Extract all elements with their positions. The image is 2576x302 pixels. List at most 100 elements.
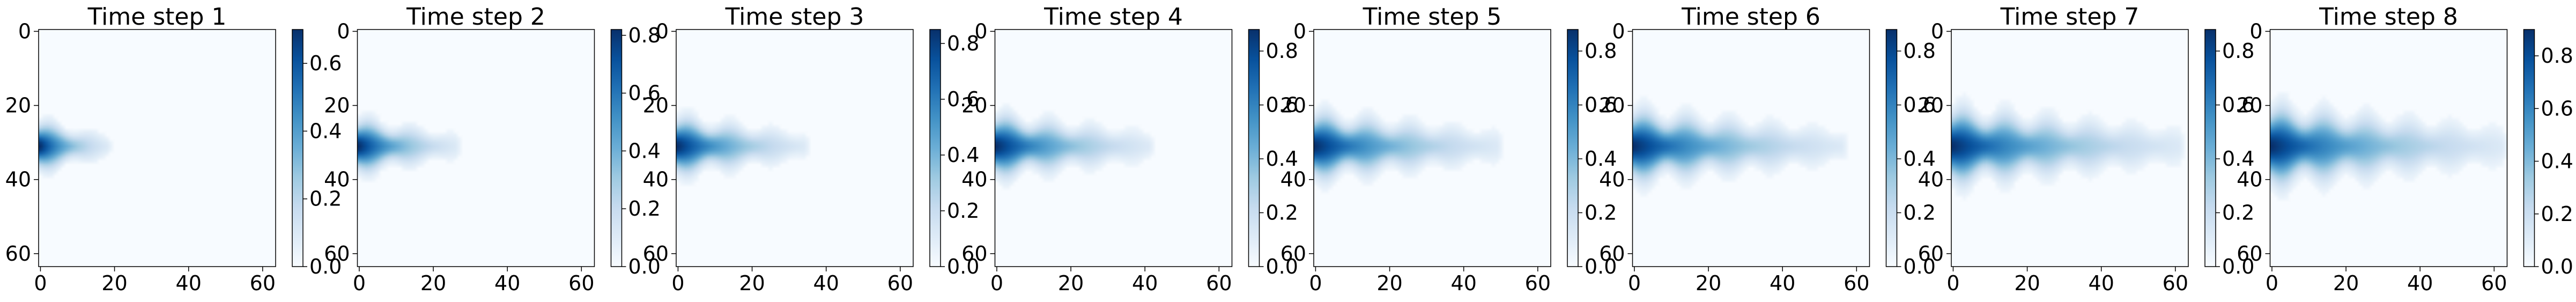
y-tick-label: 60 [1599, 242, 1625, 266]
x-tick-label: 20 [2014, 271, 2040, 295]
panel-title: Time step 8 [2319, 3, 2458, 31]
panel-title: Time step 3 [725, 3, 864, 31]
heatmap-image [1632, 30, 1870, 267]
y-tick-label: 60 [961, 242, 987, 266]
colorbar-tick-label: 0.6 [628, 82, 661, 105]
x-tick-label: 20 [101, 271, 127, 295]
colorbar-tick-label: 0.8 [947, 32, 979, 55]
colorbar-frame [1567, 29, 1579, 267]
colorbar-tick-label: 0.4 [2541, 150, 2573, 173]
y-tick-label: 20 [2237, 94, 2262, 117]
colorbar-tick-label: 0.2 [309, 187, 342, 211]
colorbar-tick-label: 0.4 [1904, 147, 1936, 171]
colorbar-tick-label: 0.8 [2222, 39, 2254, 63]
panel-title: Time step 4 [1043, 3, 1183, 31]
x-tick-label: 20 [2333, 271, 2359, 295]
colorbar-tick-label: 0.6 [1266, 93, 1298, 117]
panel-title: Time step 1 [87, 3, 227, 31]
colorbar-frame [1885, 29, 1898, 267]
x-tick-label: 0 [34, 271, 47, 295]
colorbar [2205, 30, 2216, 267]
heatmap-image [1951, 30, 2188, 267]
x-tick-label: 40 [2407, 271, 2433, 295]
plot-frame [1632, 29, 1870, 267]
x-tick-label: 60 [887, 271, 913, 295]
x-tick-label: 20 [420, 271, 446, 295]
colorbar-tick-label: 0.2 [2541, 202, 2573, 226]
x-tick-label: 0 [1628, 271, 1641, 295]
y-tick-label: 20 [643, 94, 669, 117]
x-tick-label: 40 [494, 271, 520, 295]
x-tick-label: 20 [1696, 271, 1721, 295]
y-tick-label: 20 [1599, 94, 1625, 117]
x-tick-label: 60 [2481, 271, 2507, 295]
colorbar-tick-label: 0.0 [2222, 255, 2254, 278]
x-tick-label: 0 [990, 271, 1003, 295]
colorbar-tick-label: 0.6 [309, 51, 342, 75]
y-tick-label: 0 [18, 19, 31, 43]
heatmap-image [676, 30, 913, 267]
colorbar-tick-label: 0.6 [2222, 93, 2254, 117]
y-tick-label: 0 [1931, 19, 1944, 43]
y-tick-label: 20 [324, 94, 350, 117]
y-tick-label: 40 [2237, 168, 2262, 191]
y-tick-label: 40 [643, 168, 669, 191]
x-tick-label: 20 [739, 271, 765, 295]
y-tick-label: 60 [5, 242, 31, 266]
x-tick-label: 60 [1844, 271, 1869, 295]
x-tick-label: 40 [813, 271, 839, 295]
heatmap-image [1314, 30, 1551, 267]
plot-frame [2269, 29, 2508, 267]
colorbar-tick-label: 0.4 [1585, 147, 1617, 171]
y-tick-label: 0 [1293, 19, 1306, 43]
colorbar-tick-label: 0.2 [1904, 201, 1936, 225]
colorbar-tick-label: 0.6 [947, 87, 979, 111]
colorbar [1567, 30, 1578, 267]
x-tick-label: 40 [1132, 271, 1158, 295]
colorbar-tick-label: 0.2 [2222, 201, 2254, 225]
x-tick-label: 60 [1206, 271, 1232, 295]
x-tick-label: 0 [1946, 271, 1959, 295]
x-tick-label: 40 [2089, 271, 2114, 295]
x-tick-label: 60 [568, 271, 594, 295]
plot-frame [1951, 29, 2189, 267]
y-tick-label: 0 [1612, 19, 1625, 43]
colorbar-tick-label: 0.0 [1904, 255, 1936, 278]
y-tick-label: 60 [2237, 242, 2262, 266]
colorbar-tick-label: 0.0 [628, 255, 661, 278]
y-tick-label: 40 [1280, 168, 1306, 191]
plot-frame [38, 29, 276, 267]
colorbar [1886, 30, 1897, 267]
colorbar-tick-label: 0.8 [2541, 44, 2573, 68]
colorbar-tick-label: 0.4 [947, 143, 979, 167]
y-tick-label: 0 [974, 19, 987, 43]
colorbar-tick-label: 0.0 [309, 255, 342, 278]
y-tick-label: 40 [324, 168, 350, 191]
colorbar-tick-label: 0.4 [309, 119, 342, 143]
colorbar-tick-label: 0.2 [628, 197, 661, 220]
colorbar-tick-label: 0.4 [1266, 147, 1298, 171]
colorbar-frame [2204, 29, 2216, 267]
y-tick-label: 0 [337, 19, 350, 43]
colorbar-frame [610, 29, 623, 267]
y-tick-label: 0 [656, 19, 669, 43]
heatmap-image [995, 30, 1232, 267]
heatmap-image [2270, 30, 2507, 267]
colorbar-tick-label: 0.8 [1904, 39, 1936, 63]
y-tick-label: 60 [324, 242, 350, 266]
colorbar [611, 30, 622, 267]
y-tick-label: 40 [961, 168, 987, 191]
colorbar-tick-label: 0.6 [1585, 93, 1617, 117]
colorbar-tick-label: 0.0 [947, 255, 979, 278]
y-tick-label: 60 [1280, 242, 1306, 266]
colorbar-tick-label: 0.8 [1585, 39, 1617, 63]
y-tick-label: 40 [1918, 168, 1944, 191]
